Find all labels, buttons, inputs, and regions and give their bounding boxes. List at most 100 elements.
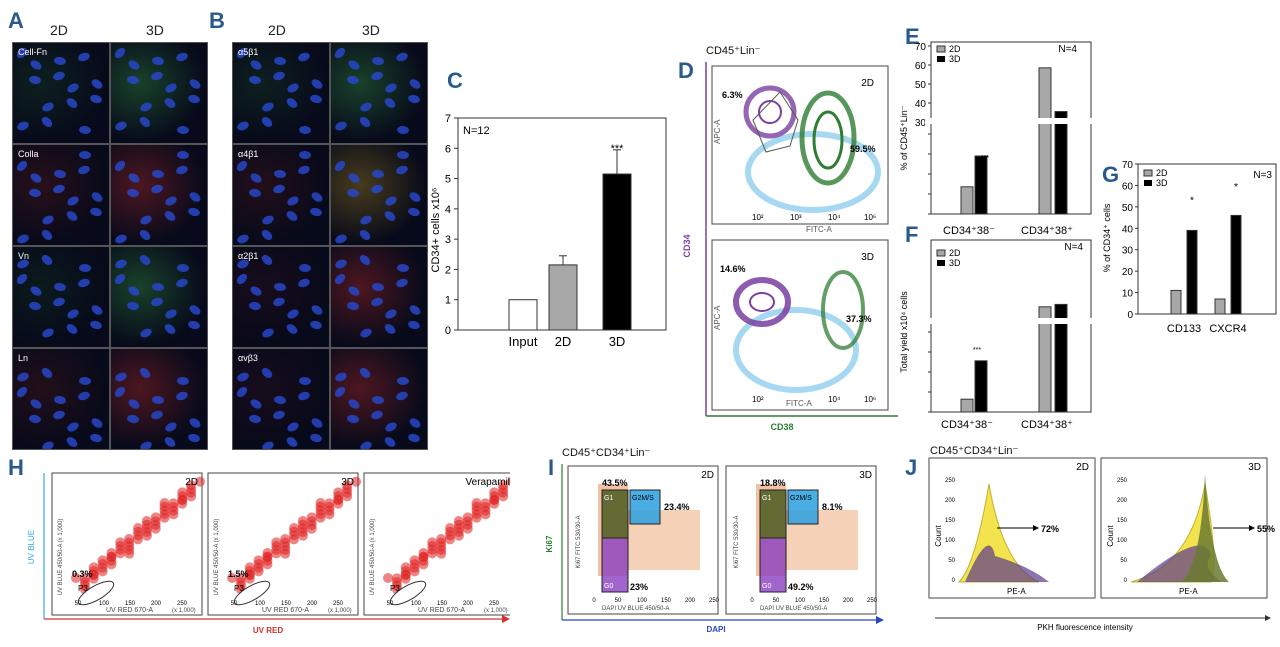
nucleus-blob bbox=[187, 190, 203, 204]
panel-i-xtick: 150 bbox=[819, 598, 830, 604]
nucleus-blob bbox=[113, 258, 129, 270]
panel-e-legend-2d: 2D bbox=[949, 44, 961, 54]
panel-d-top-tick-4: 10⁶ bbox=[864, 213, 876, 222]
nucleus-blob bbox=[284, 322, 300, 336]
nucleus-blob bbox=[64, 322, 80, 336]
panel-j-ytick: 50 bbox=[948, 558, 955, 564]
panel-c-category: 2D bbox=[555, 334, 572, 349]
nucleus-blob bbox=[259, 115, 275, 129]
nucleus-blob bbox=[333, 120, 349, 132]
nucleus-blob bbox=[357, 228, 373, 242]
nucleus-blob bbox=[176, 376, 190, 386]
panel-b-col-2d: 2D bbox=[268, 22, 286, 38]
scatter-dot bbox=[227, 573, 237, 583]
panelE-bar bbox=[1038, 67, 1052, 215]
scatter-dot bbox=[106, 552, 117, 562]
nucleus-blob bbox=[137, 115, 153, 129]
panel-i-inner-x: DAPI UV BLUE 450/50-A bbox=[760, 606, 827, 612]
nucleus-blob bbox=[284, 209, 300, 223]
nucleus-blob bbox=[175, 390, 189, 402]
panel-h-ylabel: UV BLUE bbox=[27, 530, 36, 564]
panel-i-g1-cloud bbox=[760, 490, 786, 538]
panel-g-bar bbox=[1230, 214, 1242, 315]
panel-c-ytick-label: 3 bbox=[445, 234, 451, 246]
nucleus-blob bbox=[137, 228, 153, 242]
scatter-dot bbox=[391, 573, 402, 584]
nucleus-blob bbox=[126, 58, 142, 72]
nucleus-blob bbox=[333, 233, 349, 245]
panel-d-bottom-tick-4: 10⁶ bbox=[864, 395, 876, 404]
nucleus-blob bbox=[126, 301, 140, 311]
panel-c-ylabel: CD34+ cells x10⁶ bbox=[430, 188, 442, 273]
micrograph-tile: Colla bbox=[12, 144, 110, 246]
panel-d-ylabel: CD34 bbox=[682, 234, 692, 257]
panelF-bar bbox=[1038, 306, 1052, 413]
micrograph-tile bbox=[330, 246, 428, 348]
nucleus-blob bbox=[297, 51, 311, 63]
nucleus-blob bbox=[234, 384, 250, 400]
panelF-bar bbox=[1054, 303, 1068, 413]
panel-d-top-label: 2D bbox=[861, 78, 874, 89]
micrograph-label: αvβ3 bbox=[238, 353, 258, 363]
panel-d-bottom-label: 3D bbox=[861, 252, 874, 263]
nucleus-blob bbox=[346, 75, 360, 85]
nucleus-blob bbox=[297, 164, 311, 176]
nucleus-blob bbox=[28, 397, 44, 411]
panel-j-ytick: 50 bbox=[1120, 558, 1127, 564]
nucleus-blob bbox=[285, 307, 301, 321]
nucleus-blob bbox=[28, 171, 44, 185]
nucleus-blob bbox=[383, 307, 399, 321]
nucleus-blob bbox=[371, 282, 385, 292]
panel-h-inner-y: UV BLUE 450/50-A (x 1,000) bbox=[58, 519, 64, 596]
panel-label-i: I bbox=[548, 455, 555, 480]
panel-h-xtick: 200 bbox=[307, 601, 318, 607]
panel-j-inner-x: PE-A bbox=[1007, 587, 1026, 596]
micrograph-label: Cell-Fn bbox=[18, 47, 48, 57]
nucleus-blob bbox=[113, 371, 129, 383]
nucleus-blob bbox=[28, 58, 44, 72]
micrograph-tile: α2β1 bbox=[232, 246, 330, 348]
nucleus-blob bbox=[15, 233, 31, 245]
panel-c-ytick-label: 4 bbox=[445, 204, 451, 216]
nucleus-blob bbox=[162, 96, 178, 110]
scatter-dot bbox=[289, 523, 299, 533]
scatter-dot bbox=[342, 480, 353, 491]
scatter-dot bbox=[88, 562, 99, 573]
panel-d-bottom-tick-3: 10⁴ bbox=[828, 395, 841, 404]
panel-d-bottom-inner-y: APC-A bbox=[713, 305, 722, 330]
panel-h-xlabel: UV RED bbox=[253, 626, 283, 635]
panel-h-scatter-cloud bbox=[227, 476, 362, 595]
nucleus-blob bbox=[112, 384, 128, 400]
nucleus-blob bbox=[382, 96, 398, 110]
nucleus-blob bbox=[162, 209, 178, 223]
nucleus-blob bbox=[150, 409, 164, 421]
panel-h-plot-title: Verapamil bbox=[466, 477, 510, 488]
nucleus-blob bbox=[382, 322, 398, 336]
nucleus-blob bbox=[162, 322, 178, 336]
panel-j-count: Count bbox=[934, 525, 943, 547]
nucleus-blob bbox=[248, 171, 264, 185]
panel-d-top-tick-3: 10⁴ bbox=[828, 213, 841, 222]
nucleus-blob bbox=[113, 120, 129, 132]
scatter-dot bbox=[306, 516, 317, 527]
panelE-ytick-label: 30 bbox=[915, 118, 927, 129]
nucleus-blob bbox=[151, 169, 165, 179]
scatter-dot bbox=[132, 534, 143, 545]
nucleus-blob bbox=[150, 296, 164, 308]
nucleus-blob bbox=[260, 213, 276, 227]
panel-d-top-inner-x: FITC-A bbox=[806, 225, 832, 234]
panel-f-significance: *** bbox=[973, 347, 981, 354]
nucleus-blob bbox=[259, 253, 275, 267]
panel-h-plot-title: 3D bbox=[341, 477, 354, 488]
panel-h-gate bbox=[389, 580, 427, 606]
panel-label-j: J bbox=[905, 455, 918, 480]
nucleus-blob bbox=[126, 188, 140, 198]
panel-i-xlabel: DAPI bbox=[706, 625, 725, 634]
panel-g-bar bbox=[1214, 298, 1226, 315]
nucleus-blob bbox=[309, 190, 325, 204]
panel-g-chart: N=3 2D 3D % of CD34⁺ cells 0 10 20 30 40 50 60… bbox=[1102, 160, 1277, 335]
panel-i-xtick: 200 bbox=[843, 598, 854, 604]
panel-i-xtick: 50 bbox=[615, 598, 622, 604]
panel-i-g2-gate bbox=[787, 489, 819, 525]
panel-h-gate-label: P3 bbox=[234, 584, 244, 593]
